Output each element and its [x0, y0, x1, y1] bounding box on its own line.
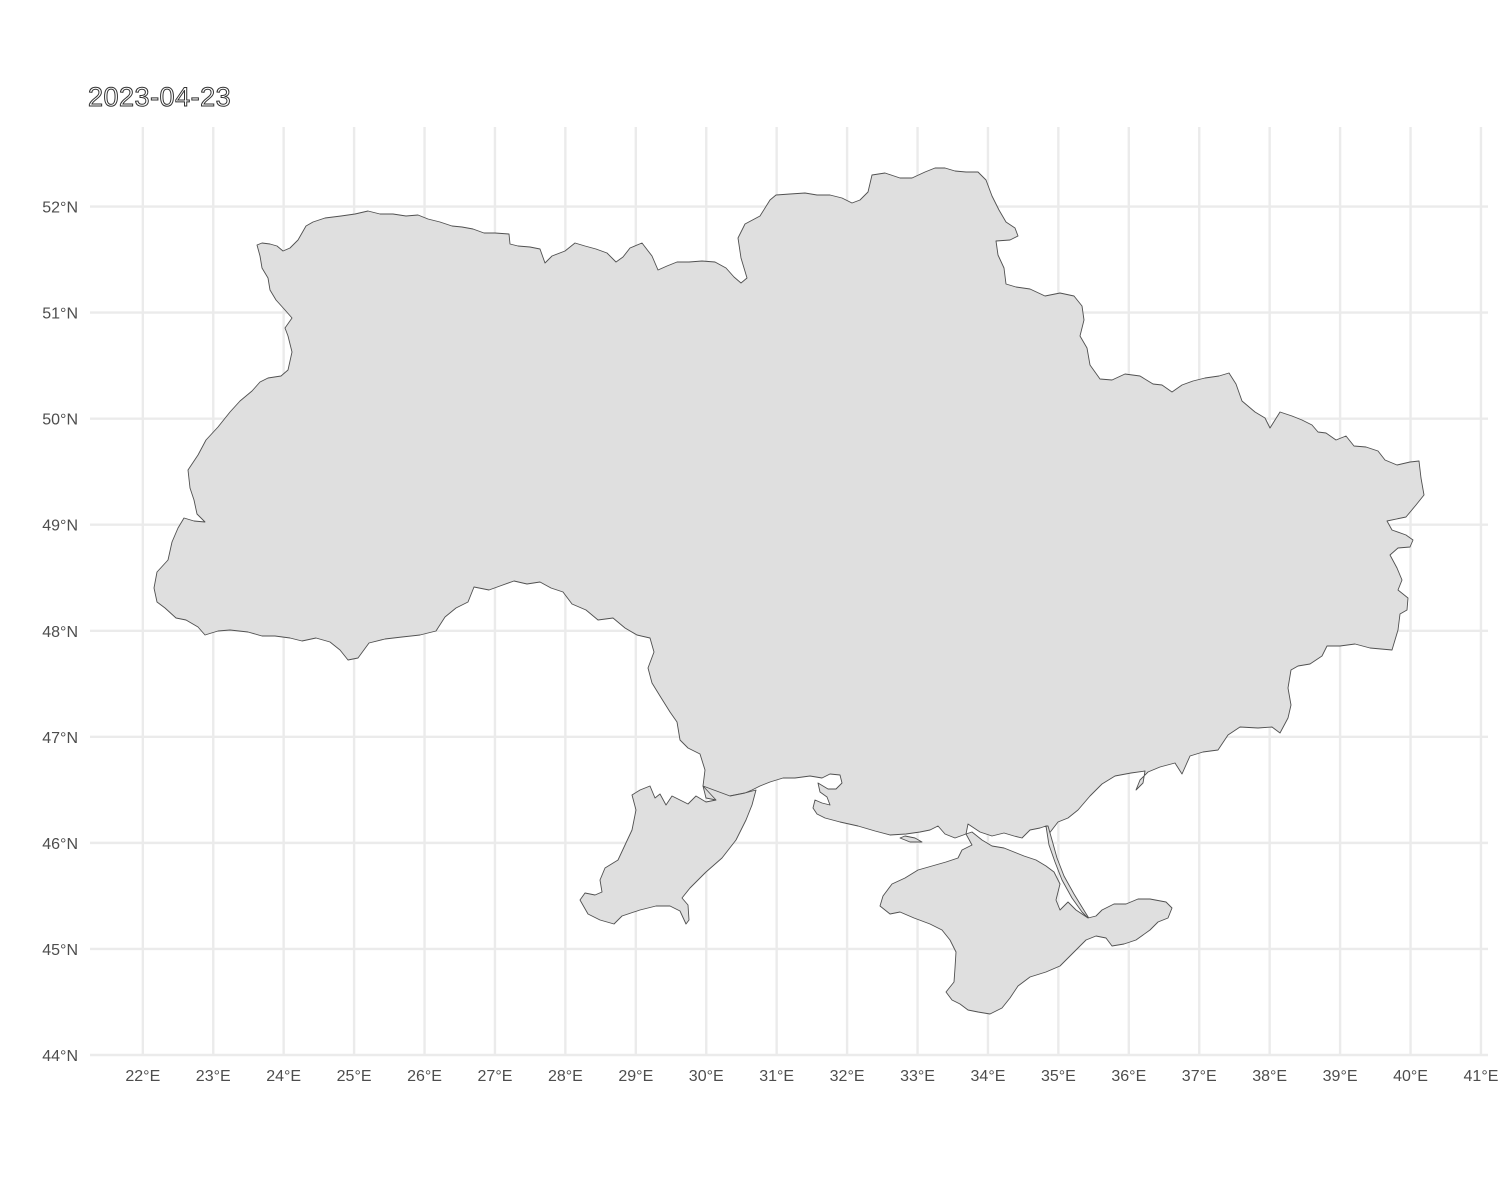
latitude-axis-labels: 44°N 45°N 46°N 47°N 48°N 49°N 50°N 51°N 52°N [42, 200, 78, 1065]
arabat-spit-shape [1045, 825, 1091, 921]
longitude-tick-label: 30°E [689, 1068, 724, 1085]
latitude-tick-label: 48°N [42, 624, 78, 641]
longitude-tick-label: 23°E [196, 1068, 231, 1085]
latitude-tick-label: 44°N [42, 1048, 78, 1065]
ukraine-map [153, 167, 1425, 1015]
longitude-tick-label: 35°E [1041, 1068, 1076, 1085]
longitude-tick-label: 34°E [971, 1068, 1006, 1085]
longitude-tick-label: 38°E [1252, 1068, 1287, 1085]
map-title: 2023-04-23 [87, 82, 232, 113]
longitude-tick-label: 26°E [407, 1068, 442, 1085]
longitude-axis-labels: 22°E 23°E 24°E 25°E 26°E 27°E 28°E 29°E 30°E 31°E… [125, 1068, 1498, 1085]
latitude-tick-label: 47°N [42, 730, 78, 747]
crimea-shape [879, 831, 1173, 1015]
longitude-tick-label: 40°E [1393, 1068, 1428, 1085]
latitude-tick-label: 46°N [42, 836, 78, 853]
latitude-tick-label: 52°N [42, 200, 78, 217]
longitude-tick-label: 39°E [1323, 1068, 1358, 1085]
longitude-tick-label: 37°E [1182, 1068, 1217, 1085]
ukraine-mainland-shape [153, 167, 1425, 839]
longitude-tick-label: 25°E [337, 1068, 372, 1085]
longitude-tick-label: 22°E [125, 1068, 160, 1085]
longitude-tick-label: 27°E [478, 1068, 513, 1085]
odesa-region-shape [579, 785, 757, 925]
latitude-tick-label: 49°N [42, 518, 78, 535]
kinburn-spit-shape [899, 835, 923, 843]
longitude-tick-label: 24°E [266, 1068, 301, 1085]
longitude-tick-label: 28°E [548, 1068, 583, 1085]
longitude-tick-label: 29°E [618, 1068, 653, 1085]
longitude-tick-label: 31°E [759, 1068, 794, 1085]
latitude-tick-label: 51°N [42, 306, 78, 323]
latitude-tick-label: 50°N [42, 412, 78, 429]
longitude-tick-label: 32°E [830, 1068, 865, 1085]
latitude-tick-label: 45°N [42, 942, 78, 959]
longitude-tick-label: 33°E [900, 1068, 935, 1085]
longitude-tick-label: 41°E [1464, 1068, 1499, 1085]
longitude-tick-label: 36°E [1111, 1068, 1146, 1085]
